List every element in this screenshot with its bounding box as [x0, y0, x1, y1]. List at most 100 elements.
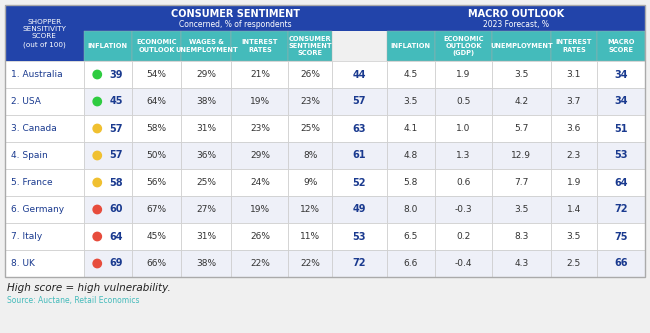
Bar [5, 250, 84, 277]
Text: 2.5: 2.5 [567, 259, 581, 268]
Bar [387, 142, 435, 169]
Bar [289, 88, 332, 115]
Bar [5, 196, 84, 223]
Bar [435, 88, 492, 115]
Bar [289, 115, 332, 142]
Text: 26%: 26% [300, 70, 320, 79]
Bar [597, 61, 645, 88]
Bar [551, 142, 597, 169]
Bar [181, 61, 231, 88]
Text: INFLATION: INFLATION [88, 43, 128, 49]
Text: 4.1: 4.1 [404, 124, 418, 133]
Bar [84, 31, 132, 61]
Text: 29%: 29% [196, 70, 216, 79]
Bar [289, 250, 332, 277]
Text: 8. UK: 8. UK [11, 259, 35, 268]
Text: 12%: 12% [300, 205, 320, 214]
Text: 4.8: 4.8 [404, 151, 418, 160]
Text: SHOPPER
SENSITIVITY
SCORE
(out of 100): SHOPPER SENSITIVITY SCORE (out of 100) [23, 19, 66, 48]
Bar [289, 223, 332, 250]
Bar [181, 115, 231, 142]
Text: 3. Canada: 3. Canada [11, 124, 57, 133]
Bar [5, 88, 84, 115]
Text: -0.3: -0.3 [454, 205, 472, 214]
Bar [289, 169, 332, 196]
Bar [332, 250, 387, 277]
Text: MACRO OUTLOOK: MACRO OUTLOOK [468, 9, 564, 19]
Circle shape [93, 205, 101, 214]
Bar [231, 250, 289, 277]
Bar [387, 223, 435, 250]
Text: 1.0: 1.0 [456, 124, 471, 133]
Bar [387, 250, 435, 277]
Bar [181, 223, 231, 250]
Bar [332, 88, 387, 115]
Text: 29%: 29% [250, 151, 270, 160]
Bar [435, 196, 492, 223]
Text: 38%: 38% [196, 97, 216, 106]
Text: 5.8: 5.8 [404, 178, 418, 187]
Bar [181, 169, 231, 196]
Text: 66%: 66% [146, 259, 166, 268]
Bar [597, 223, 645, 250]
Bar [551, 196, 597, 223]
Text: 57: 57 [353, 97, 366, 107]
Text: UNEMPLOYMENT: UNEMPLOYMENT [490, 43, 552, 49]
Text: 60: 60 [109, 204, 123, 214]
Bar [597, 88, 645, 115]
Bar [132, 31, 181, 61]
Text: 25%: 25% [300, 124, 320, 133]
Text: 53: 53 [614, 151, 628, 161]
Text: 45: 45 [109, 97, 123, 107]
Bar [551, 88, 597, 115]
Text: INTEREST
RATES: INTEREST RATES [556, 40, 592, 53]
Text: 4.2: 4.2 [514, 97, 528, 106]
Bar [387, 169, 435, 196]
Text: 3.7: 3.7 [567, 97, 581, 106]
Text: 52: 52 [353, 177, 366, 187]
Text: 6.5: 6.5 [404, 232, 418, 241]
Bar [84, 61, 132, 88]
Bar [5, 169, 84, 196]
Text: 58%: 58% [146, 124, 166, 133]
Bar [597, 250, 645, 277]
Text: 45%: 45% [146, 232, 166, 241]
Text: 12.9: 12.9 [512, 151, 532, 160]
Bar [387, 88, 435, 115]
Bar [435, 169, 492, 196]
Text: ECONOMIC
OUTLOOK
(GDP): ECONOMIC OUTLOOK (GDP) [443, 36, 484, 56]
Bar [492, 61, 551, 88]
Bar [231, 142, 289, 169]
Text: 3.5: 3.5 [404, 97, 418, 106]
Text: 1.3: 1.3 [456, 151, 471, 160]
Text: 9%: 9% [303, 178, 317, 187]
Bar [435, 115, 492, 142]
Text: 25%: 25% [196, 178, 216, 187]
Text: 57: 57 [109, 124, 123, 134]
Text: 66: 66 [614, 258, 628, 268]
Bar [597, 31, 645, 61]
Text: 5. France: 5. France [11, 178, 53, 187]
Text: 1.9: 1.9 [456, 70, 471, 79]
Text: 56%: 56% [146, 178, 166, 187]
Text: 2023 Forecast, %: 2023 Forecast, % [483, 20, 549, 29]
Text: 67%: 67% [146, 205, 166, 214]
Bar [435, 61, 492, 88]
Bar [231, 31, 289, 61]
Bar [492, 142, 551, 169]
Bar [231, 88, 289, 115]
Text: 64: 64 [109, 231, 123, 241]
Bar [435, 142, 492, 169]
Bar [551, 223, 597, 250]
Bar [435, 31, 492, 61]
Text: 3.5: 3.5 [514, 205, 528, 214]
Text: ECONOMIC
OUTLOOK: ECONOMIC OUTLOOK [136, 40, 177, 53]
Text: 39: 39 [109, 70, 123, 80]
Bar [289, 61, 332, 88]
Bar [132, 223, 181, 250]
Text: 0.6: 0.6 [456, 178, 471, 187]
Text: 3.1: 3.1 [567, 70, 581, 79]
Bar [84, 169, 132, 196]
Bar [181, 142, 231, 169]
Text: 3.5: 3.5 [514, 70, 528, 79]
